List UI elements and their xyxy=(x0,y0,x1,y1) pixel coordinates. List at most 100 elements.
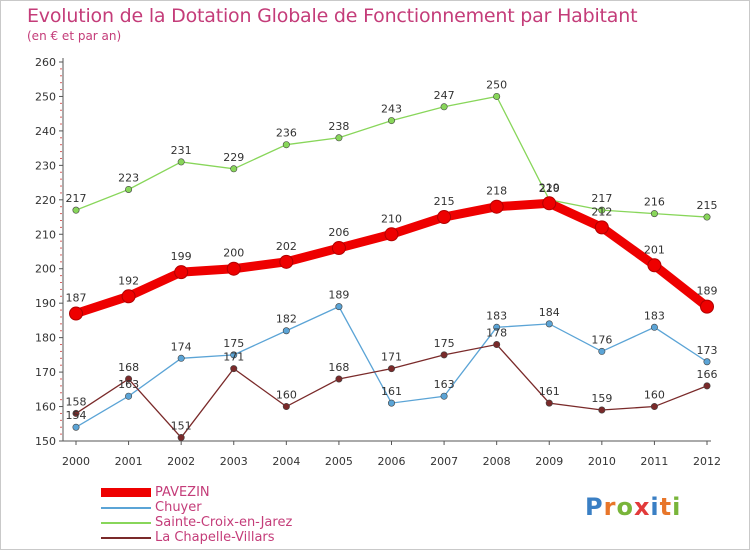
data-label-la-chapelle-villars: 171 xyxy=(381,351,402,364)
legend-label: La Chapelle-Villars xyxy=(155,530,275,545)
data-point-sainte-croix-en-jarez xyxy=(493,92,501,100)
y-tick-label: 250 xyxy=(35,90,56,103)
data-label-la-chapelle-villars: 168 xyxy=(118,361,139,374)
data-point-la-chapelle-villars xyxy=(282,403,290,411)
data-point-pavezin xyxy=(331,241,346,256)
data-point-pavezin xyxy=(647,258,662,273)
x-tick-label: 2006 xyxy=(378,455,406,468)
legend-item-pavezin: PAVEZIN xyxy=(101,485,292,500)
data-label-pavezin: 202 xyxy=(276,240,297,253)
x-tick-label: 2012 xyxy=(693,455,721,468)
data-label-pavezin: 201 xyxy=(644,243,665,256)
y-tick-label: 170 xyxy=(35,366,56,379)
data-point-la-chapelle-villars xyxy=(387,365,395,373)
y-tick-label: 160 xyxy=(35,401,56,414)
legend: PAVEZIN Chuyer Sainte-Croix-en-Jarez La Cha… xyxy=(101,485,292,545)
data-label-chuyer: 175 xyxy=(223,337,244,350)
y-tick-label: 210 xyxy=(35,228,56,241)
data-point-pavezin xyxy=(594,220,609,235)
data-point-pavezin xyxy=(69,306,83,321)
data-point-la-chapelle-villars xyxy=(493,341,501,349)
data-label-sainte-croix-en-jarez: 229 xyxy=(223,151,244,164)
data-point-la-chapelle-villars xyxy=(177,434,185,442)
data-label-chuyer: 183 xyxy=(644,309,665,322)
data-point-chuyer xyxy=(703,358,711,366)
x-tick-label: 2004 xyxy=(272,455,300,468)
data-label-pavezin: 210 xyxy=(381,212,402,225)
data-point-pavezin xyxy=(700,299,714,314)
data-label-pavezin: 200 xyxy=(223,247,244,260)
data-label-sainte-croix-en-jarez: 215 xyxy=(697,199,718,212)
data-label-chuyer: 182 xyxy=(276,313,297,326)
data-point-sainte-croix-en-jarez xyxy=(230,165,238,173)
data-label-la-chapelle-villars: 159 xyxy=(591,392,612,405)
data-point-sainte-croix-en-jarez xyxy=(703,213,711,221)
data-label-pavezin: 218 xyxy=(486,185,507,198)
data-point-chuyer xyxy=(177,354,185,362)
data-label-sainte-croix-en-jarez: 238 xyxy=(328,120,349,133)
data-label-pavezin: 219 xyxy=(539,181,560,194)
data-point-sainte-croix-en-jarez xyxy=(440,103,448,111)
legend-item-chuyer: Chuyer xyxy=(101,500,292,515)
data-label-sainte-croix-en-jarez: 247 xyxy=(434,89,455,102)
data-label-la-chapelle-villars: 160 xyxy=(276,389,297,402)
data-label-chuyer: 184 xyxy=(539,306,560,319)
value-labels: 154 163 174 175 182 189 161 163 183 184 176 183 173 2… xyxy=(66,78,718,432)
data-label-pavezin: 206 xyxy=(328,226,349,239)
data-point-la-chapelle-villars xyxy=(650,403,658,411)
data-point-chuyer xyxy=(72,423,80,431)
x-tick-label: 2002 xyxy=(167,455,195,468)
data-point-pavezin xyxy=(384,227,399,242)
legend-label: PAVEZIN xyxy=(155,485,210,500)
data-label-pavezin: 189 xyxy=(697,285,718,298)
y-tick-label: 190 xyxy=(35,297,56,310)
data-label-pavezin: 192 xyxy=(118,274,139,287)
data-label-sainte-croix-en-jarez: 217 xyxy=(591,192,612,205)
data-point-la-chapelle-villars xyxy=(335,375,343,383)
data-label-sainte-croix-en-jarez: 217 xyxy=(66,192,87,205)
data-label-pavezin: 187 xyxy=(66,292,87,305)
legend-label: Sainte-Croix-en-Jarez xyxy=(155,515,293,530)
data-label-la-chapelle-villars: 178 xyxy=(486,327,507,340)
data-point-sainte-croix-en-jarez xyxy=(177,158,185,166)
data-point-la-chapelle-villars xyxy=(72,409,80,417)
data-point-chuyer xyxy=(230,351,238,359)
data-point-sainte-croix-en-jarez xyxy=(335,134,343,142)
data-point-la-chapelle-villars xyxy=(598,406,606,414)
data-label-chuyer: 189 xyxy=(328,289,349,302)
axes: 150 160 170 180 190 200 210 220 230 240 250 260 2000… xyxy=(35,56,721,468)
data-point-la-chapelle-villars xyxy=(440,351,448,359)
data-label-la-chapelle-villars: 171 xyxy=(223,351,244,364)
legend-swatch xyxy=(101,521,151,524)
data-label-sainte-croix-en-jarez: 243 xyxy=(381,103,402,116)
data-point-pavezin xyxy=(542,196,557,211)
data-label-la-chapelle-villars: 161 xyxy=(539,385,560,398)
data-point-pavezin xyxy=(489,199,504,214)
legend-swatch xyxy=(101,506,151,509)
x-tick-label: 2011 xyxy=(640,455,668,468)
x-tick-label: 2001 xyxy=(115,455,143,468)
x-tick-label: 2005 xyxy=(325,455,353,468)
chart-subtitle: (en € et par an) xyxy=(27,29,122,43)
data-label-chuyer: 163 xyxy=(434,378,455,391)
data-label-sainte-croix-en-jarez: 236 xyxy=(276,127,297,140)
data-label-chuyer: 161 xyxy=(381,385,402,398)
data-point-chuyer xyxy=(440,392,448,400)
data-point-la-chapelle-villars xyxy=(230,365,238,373)
data-point-chuyer xyxy=(282,327,290,335)
data-point-sainte-croix-en-jarez xyxy=(125,185,133,193)
data-point-la-chapelle-villars xyxy=(545,399,553,407)
data-label-pavezin: 199 xyxy=(171,250,192,263)
legend-swatch xyxy=(101,536,151,539)
data-point-sainte-croix-en-jarez xyxy=(650,210,658,218)
data-point-la-chapelle-villars xyxy=(125,375,133,383)
data-point-chuyer xyxy=(125,392,133,400)
series-points xyxy=(69,92,714,442)
data-label-la-chapelle-villars: 160 xyxy=(644,389,665,402)
data-point-sainte-croix-en-jarez xyxy=(598,206,606,214)
data-point-pavezin xyxy=(121,289,136,304)
y-tick-label: 240 xyxy=(35,125,56,138)
legend-label: Chuyer xyxy=(155,500,202,515)
data-label-sainte-croix-en-jarez: 231 xyxy=(171,144,192,157)
